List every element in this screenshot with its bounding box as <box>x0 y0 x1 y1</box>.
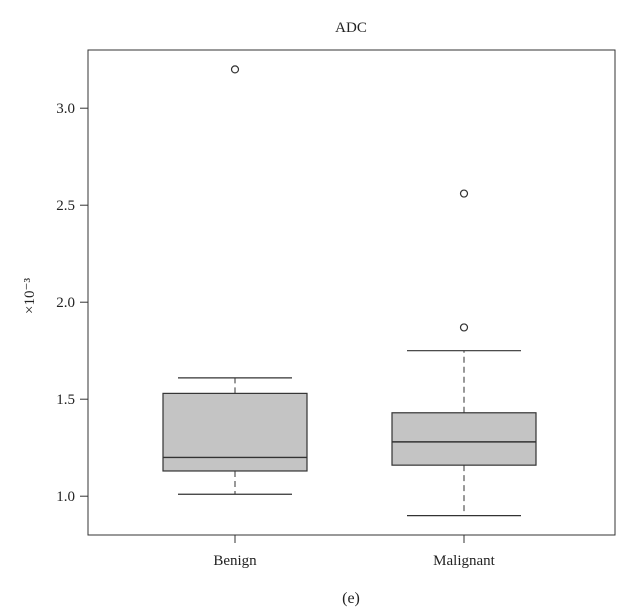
box-malignant <box>391 189 537 517</box>
outlier-point <box>459 323 469 332</box>
box-benign <box>162 65 308 495</box>
iqr-box <box>391 412 537 466</box>
y-tick-label: 2.5 <box>56 198 75 214</box>
y-axis-label: ×10⁻³ <box>22 278 38 314</box>
x-axis: Benign Malignant <box>213 535 496 569</box>
y-tick-label: 3.0 <box>56 101 75 117</box>
x-tick-label: Benign <box>213 553 257 569</box>
figure-caption: (e) <box>342 590 360 607</box>
outlier-point <box>459 189 469 198</box>
plot-frame <box>87 49 616 536</box>
chart-title: ADC <box>335 20 367 36</box>
outlier-point <box>230 65 240 74</box>
y-tick-label: 2.0 <box>56 295 75 311</box>
box-series <box>162 65 537 517</box>
iqr-box <box>162 392 308 472</box>
y-tick-label: 1.5 <box>56 392 75 408</box>
y-axis: 1.0 1.5 2.0 2.5 3.0 <box>56 101 88 505</box>
y-tick-label: 1.0 <box>56 489 75 505</box>
x-tick-label: Malignant <box>433 553 495 569</box>
